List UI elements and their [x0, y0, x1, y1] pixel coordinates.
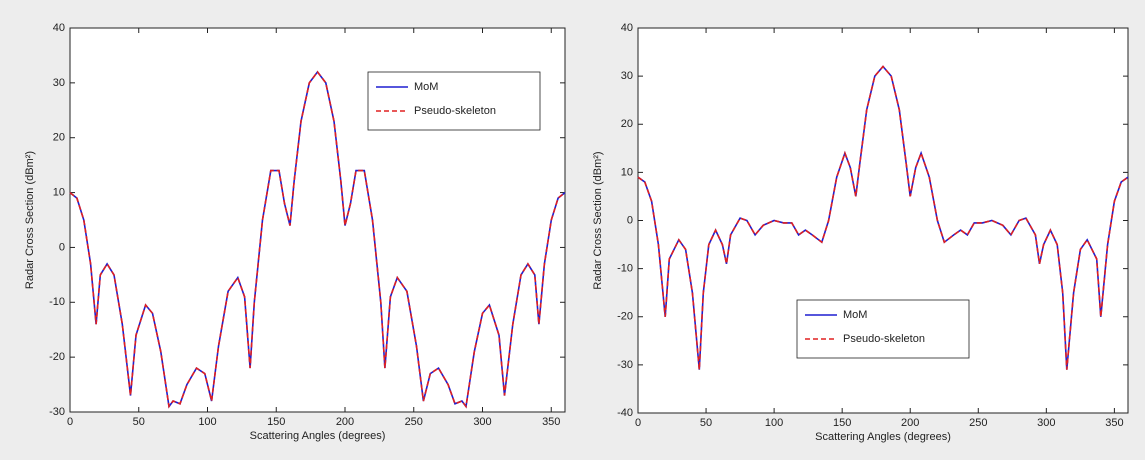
y-tick-label: 10 — [621, 166, 633, 178]
x-axis-label: Scattering Angles (degrees) — [250, 430, 386, 442]
x-tick-label: 350 — [1105, 417, 1123, 429]
series-line — [637, 65, 1129, 370]
y-tick-label: -10 — [49, 296, 65, 308]
x-tick-label: 50 — [133, 416, 145, 428]
y-tick-label: -40 — [617, 407, 633, 419]
x-tick-label: 0 — [67, 416, 73, 428]
x-tick-label: 350 — [542, 416, 560, 428]
y-tick-label: 20 — [621, 118, 633, 130]
y-tick-label: 0 — [627, 214, 633, 226]
x-tick-label: 250 — [969, 417, 987, 429]
x-tick-label: 300 — [473, 416, 491, 428]
y-tick-label: -20 — [617, 311, 633, 323]
x-axis-label: Scattering Angles (degrees) — [815, 431, 951, 443]
x-tick-label: 150 — [267, 416, 285, 428]
y-tick-label: 40 — [621, 22, 633, 34]
x-tick-label: 250 — [405, 416, 423, 428]
legend: MoM Pseudo-skeleton — [367, 71, 541, 131]
y-axis-label: Radar Cross Section (dBm²) — [24, 151, 36, 289]
x-tick-label: 0 — [635, 417, 641, 429]
y-tick-label: -30 — [49, 406, 65, 418]
y-tick-label: 30 — [53, 77, 65, 89]
legend: MoM Pseudo-skeleton — [796, 299, 970, 359]
y-tick-label: 30 — [621, 70, 633, 82]
y-axis-label: Radar Cross Section (dBm²) — [592, 151, 604, 289]
y-tick-label: 20 — [53, 132, 65, 144]
legend-box — [796, 299, 970, 359]
y-tick-label: 10 — [53, 186, 65, 198]
x-tick-label: 200 — [901, 417, 919, 429]
legend-label: MoM — [414, 81, 438, 93]
legend-label: MoM — [843, 309, 867, 321]
legend-label: Pseudo-skeleton — [414, 105, 496, 117]
x-tick-label: 100 — [765, 417, 783, 429]
x-tick-label: 150 — [833, 417, 851, 429]
x-tick-label: 300 — [1037, 417, 1055, 429]
x-tick-label: 200 — [336, 416, 354, 428]
y-tick-label: -30 — [617, 359, 633, 371]
y-tick-label: -20 — [49, 351, 65, 363]
y-tick-label: 0 — [59, 241, 65, 253]
legend-label: Pseudo-skeleton — [843, 333, 925, 345]
x-tick-label: 50 — [700, 417, 712, 429]
legend-box — [367, 71, 541, 131]
series-line — [69, 70, 566, 409]
x-tick-label: 100 — [198, 416, 216, 428]
y-tick-label: -10 — [617, 263, 633, 275]
y-tick-label: 40 — [53, 22, 65, 34]
